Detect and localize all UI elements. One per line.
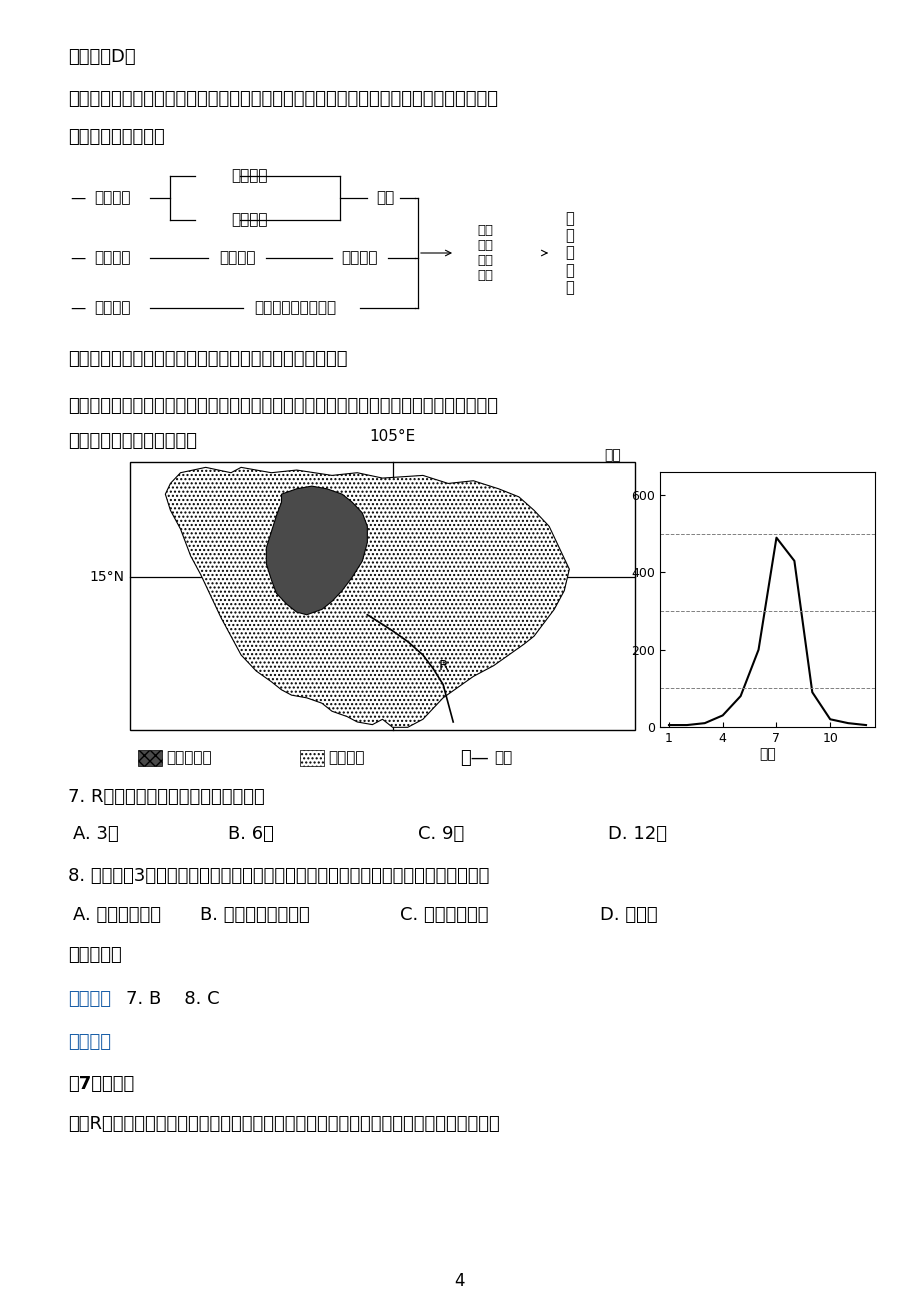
Text: 分析水资源的丰歉：: 分析水资源的丰歉：	[68, 128, 165, 146]
Text: 【解析】: 【解析】	[68, 1032, 111, 1051]
Text: 面积大，地表径流多: 面积大，地表径流多	[254, 301, 335, 315]
Bar	[138, 750, 162, 766]
Text: 下图为中南半岛最大湖泊及河流分布图，图为该地区多年平均降水量分配图。该地区水稻单: 下图为中南半岛最大湖泊及河流分布图，图为该地区多年平均降水量分配图。该地区水稻单	[68, 397, 497, 415]
Text: —: —	[70, 190, 85, 206]
Y-axis label: 毫米: 毫米	[604, 448, 620, 462]
Text: 4: 4	[454, 1272, 465, 1290]
Text: B. 6月: B. 6月	[228, 825, 274, 842]
Text: C. 避免洪灾影响: C. 避免洪灾影响	[400, 906, 488, 924]
Polygon shape	[267, 486, 367, 615]
Text: 【点睛】水资源的特点及影响因素的分析主要看降水、蒸发的对比及流域面积的大小状况，: 【点睛】水资源的特点及影响因素的分析主要看降水、蒸发的对比及流域面积的大小状况，	[68, 90, 497, 108]
Text: 结论：多年平均径流量是衡量水资源丰歉程度的主要指标。: 结论：多年平均径流量是衡量水资源丰歉程度的主要指标。	[68, 350, 347, 368]
Text: 极地地区: 极地地区	[220, 250, 256, 266]
Text: 枯水期水域: 枯水期水域	[165, 750, 211, 766]
Text: 年蒸发量: 年蒸发量	[95, 250, 131, 266]
Text: C. 9月: C. 9月	[417, 825, 464, 842]
Text: D. 错季生: D. 错季生	[599, 906, 657, 924]
Text: 105°E: 105°E	[369, 428, 415, 444]
Text: 15°N: 15°N	[89, 570, 124, 585]
Text: 8. 某旅游者3月到该湖旅游，发现附近的农民正在收获水稻，该农事安排的合理解释是: 8. 某旅游者3月到该湖旅游，发现附近的农民正在收获水稻，该农事安排的合理解释是	[68, 867, 489, 885]
Text: 图中R河向西北流时为河水补给湖泊水。由该地区多年平均降水量季节变化图可看出，每年: 图中R河向西北流时为河水补给湖泊水。由该地区多年平均降水量季节变化图可看出，每年	[68, 1115, 499, 1133]
Text: ⌒—: ⌒—	[460, 749, 488, 767]
Text: 产低。读图回答下面小题。: 产低。读图回答下面小题。	[68, 432, 197, 450]
Text: 汛期水域: 汛期水域	[328, 750, 364, 766]
Text: 沿海地区: 沿海地区	[232, 212, 268, 228]
Text: A. 3月: A. 3月	[73, 825, 119, 842]
Text: 赤道地区: 赤道地区	[232, 168, 268, 184]
Text: —: —	[70, 301, 85, 315]
Text: 【答案】: 【答案】	[68, 990, 111, 1008]
Text: 产便于出口: 产便于出口	[68, 947, 121, 963]
Text: 多年
平均
径流
量大: 多年 平均 径流 量大	[476, 224, 493, 283]
Text: 年降水量: 年降水量	[95, 190, 131, 206]
Text: 流域面积: 流域面积	[95, 301, 131, 315]
Text: D. 12月: D. 12月	[607, 825, 666, 842]
Text: —: —	[70, 250, 85, 266]
Text: A. 避开高温季节: A. 避开高温季节	[73, 906, 161, 924]
Polygon shape	[165, 467, 569, 728]
Bar	[130, 462, 634, 730]
Text: 丰富: 丰富	[376, 190, 393, 206]
Text: B. 随时播种随时收获: B. 随时播种随时收获	[199, 906, 310, 924]
Text: 水
资
源
丰
富: 水 资 源 丰 富	[565, 211, 573, 296]
Text: 误，故选D。: 误，故选D。	[68, 48, 135, 66]
X-axis label: 月份: 月份	[758, 747, 775, 762]
Bar	[300, 750, 323, 766]
Text: 河流: 河流	[494, 750, 512, 766]
Text: 7. B    8. C: 7. B 8. C	[126, 990, 220, 1008]
Text: R: R	[437, 659, 448, 673]
Text: 【7题详解】: 【7题详解】	[68, 1075, 134, 1092]
Text: 7. R河水开始转向西北流的时间可能是: 7. R河水开始转向西北流的时间可能是	[68, 788, 265, 806]
Text: 蒸发微弱: 蒸发微弱	[341, 250, 378, 266]
